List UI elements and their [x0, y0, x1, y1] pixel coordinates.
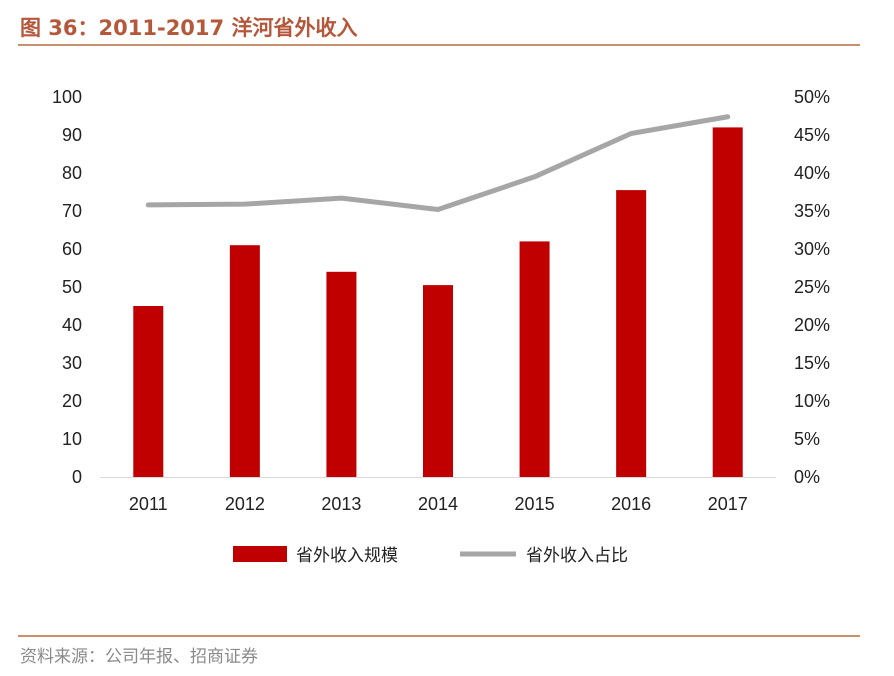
legend-line-label: 省外收入占比	[526, 546, 628, 566]
x-tick-label: 2013	[321, 494, 361, 514]
y-left-tick-label: 0	[72, 467, 82, 487]
x-tick-label: 2015	[515, 494, 555, 514]
legend: 省外收入规模 省外收入占比	[233, 546, 628, 566]
x-tick-label: 2017	[708, 494, 748, 514]
bar-2011	[133, 306, 164, 477]
x-tick-label: 2012	[225, 494, 265, 514]
y-left-tick-label: 20	[62, 391, 82, 411]
bar-2017	[712, 127, 743, 478]
x-axis: 2011 2012 2013 2014 2015 2016 2017	[129, 494, 748, 514]
y-right-axis: 0% 5% 10% 15% 20% 25% 30% 35% 40% 45% 50%	[794, 87, 830, 487]
footer-divider	[18, 635, 860, 637]
y-left-tick-label: 40	[62, 315, 82, 335]
ratio-line-series	[145, 114, 731, 212]
x-tick-label: 2014	[418, 494, 458, 514]
y-left-tick-label: 80	[62, 163, 82, 183]
chart-title: 图 36：2011-2017 洋河省外收入	[20, 16, 358, 40]
legend-bar-swatch	[233, 546, 287, 562]
y-left-tick-label: 100	[52, 87, 82, 107]
bar-2016	[616, 190, 647, 477]
legend-bar-label: 省外收入规模	[296, 546, 398, 566]
bar-2014	[423, 285, 453, 477]
y-left-tick-label: 30	[62, 353, 82, 373]
bar-2013	[326, 271, 357, 477]
y-left-axis: 0 10 20 30 40 50 60 70 80 90 100	[52, 87, 82, 487]
title-divider	[18, 44, 860, 46]
y-right-tick-label: 40%	[794, 163, 830, 183]
bar-2012	[229, 245, 260, 477]
y-right-tick-label: 50%	[794, 87, 830, 107]
y-left-tick-label: 60	[62, 239, 82, 259]
bar-2015	[519, 241, 550, 477]
y-right-tick-label: 20%	[794, 315, 830, 335]
source-note: 资料来源：公司年报、招商证券	[20, 647, 258, 667]
x-tick-label: 2016	[611, 494, 651, 514]
y-right-tick-label: 35%	[794, 201, 830, 221]
y-left-tick-label: 90	[62, 125, 82, 145]
y-left-tick-label: 10	[62, 429, 82, 449]
y-left-tick-label: 50	[62, 277, 82, 297]
y-right-tick-label: 45%	[794, 125, 830, 145]
y-right-tick-label: 30%	[794, 239, 830, 259]
y-right-tick-label: 5%	[794, 429, 820, 449]
y-left-tick-label: 70	[62, 201, 82, 221]
chart: 0 10 20 30 40 50 60 70 80 90 100 0% 5% 10% 15% 20% 25% 3…	[52, 87, 830, 566]
x-tick-label: 2011	[129, 494, 168, 514]
y-right-tick-label: 25%	[794, 277, 830, 297]
y-right-tick-label: 10%	[794, 391, 830, 411]
y-right-tick-label: 15%	[794, 353, 830, 373]
y-right-tick-label: 0%	[794, 467, 820, 487]
bar-series	[133, 127, 743, 478]
